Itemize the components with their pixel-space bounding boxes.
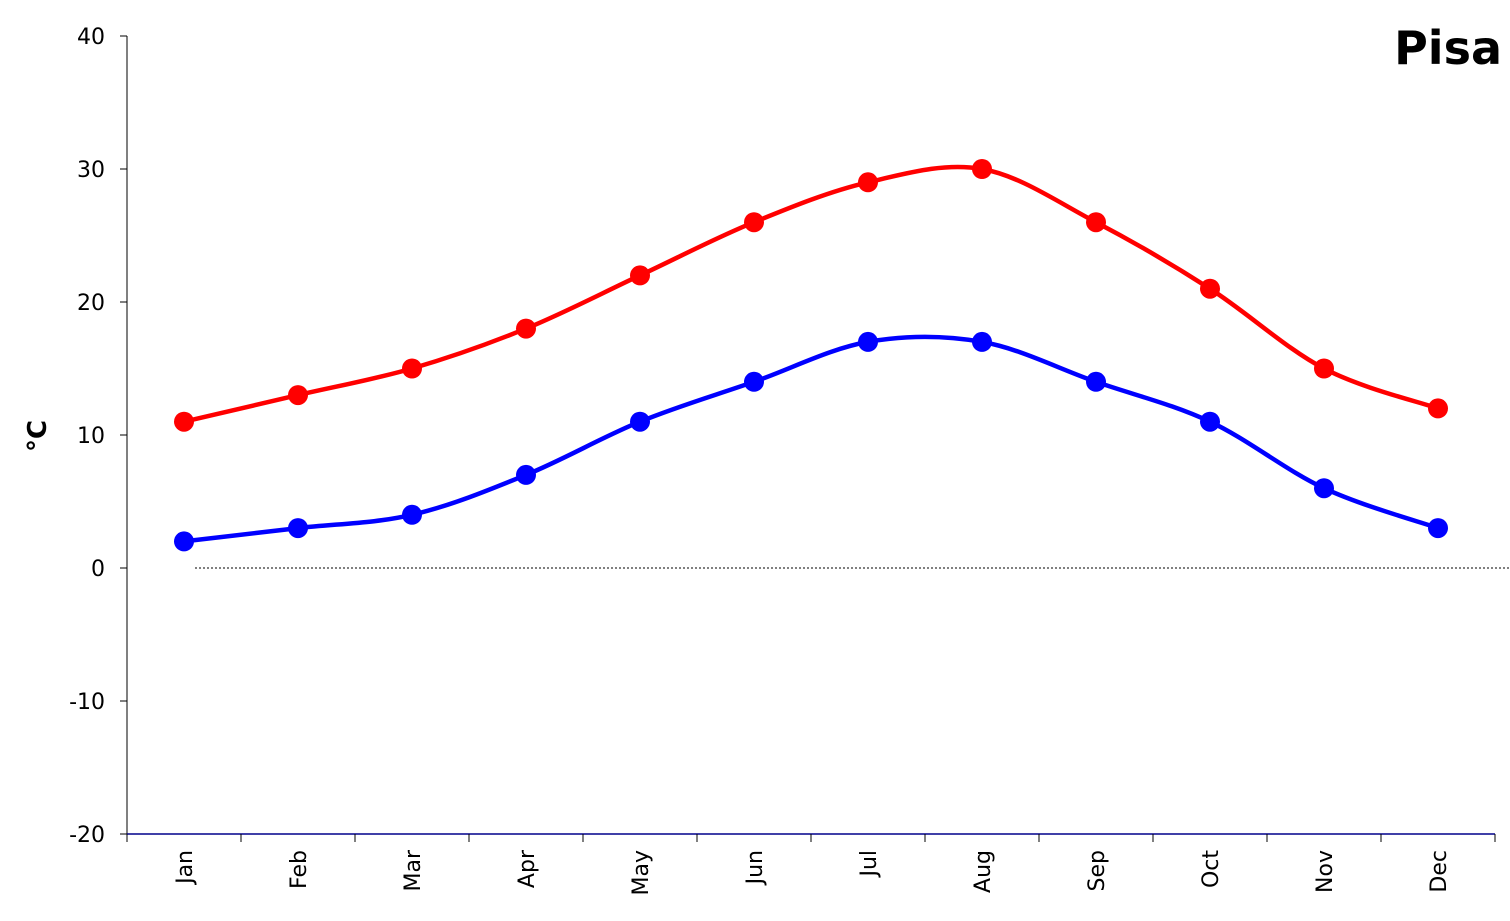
y-tick-label: 0: [91, 557, 105, 582]
point: [402, 504, 422, 525]
x-tick-label: Apr: [515, 849, 540, 888]
x-tick-label: Sep: [1085, 850, 1110, 891]
x-tick-label: Dec: [1427, 850, 1452, 893]
point: [288, 518, 308, 539]
chart-title: Pisa: [1394, 21, 1502, 75]
point: [174, 411, 194, 432]
point: [516, 318, 536, 339]
y-tick-label: 20: [77, 291, 105, 316]
x-tick-label: Feb: [287, 850, 312, 889]
point: [1086, 212, 1106, 233]
y-tick-label: 30: [77, 158, 105, 183]
point: [288, 385, 308, 406]
point: [1314, 358, 1334, 379]
x-tick-label: Jun: [743, 850, 768, 886]
x-tick-label: Mar: [401, 849, 426, 891]
series-line: [183, 334, 1439, 544]
point: [630, 265, 650, 286]
y-tick-label: -20: [69, 823, 105, 848]
point: [1200, 411, 1220, 432]
point: [1086, 371, 1106, 392]
x-tick-label: Nov: [1313, 850, 1338, 893]
y-axis-label: °C: [23, 420, 53, 452]
point: [972, 331, 992, 352]
point: [630, 411, 650, 432]
x-tick-label: Oct: [1199, 850, 1224, 888]
point: [516, 464, 536, 485]
point: [858, 172, 878, 193]
point: [402, 358, 422, 379]
point: [1428, 518, 1448, 539]
point: [174, 531, 194, 552]
point: [1200, 278, 1220, 299]
x-tick-label: Jul: [857, 850, 882, 879]
point: [744, 371, 764, 392]
x-tick-label: Jan: [173, 850, 198, 886]
y-tick-label: 40: [77, 25, 105, 50]
x-tick-label: May: [629, 850, 654, 895]
point: [1314, 478, 1334, 499]
y-tick-label: -10: [69, 690, 105, 715]
x-tick-label: Aug: [971, 850, 996, 893]
y-tick-label: 10: [77, 424, 105, 449]
point: [972, 159, 992, 179]
point: [1428, 398, 1448, 419]
point: [744, 212, 764, 233]
series-line: [183, 164, 1439, 424]
point: [858, 331, 878, 352]
